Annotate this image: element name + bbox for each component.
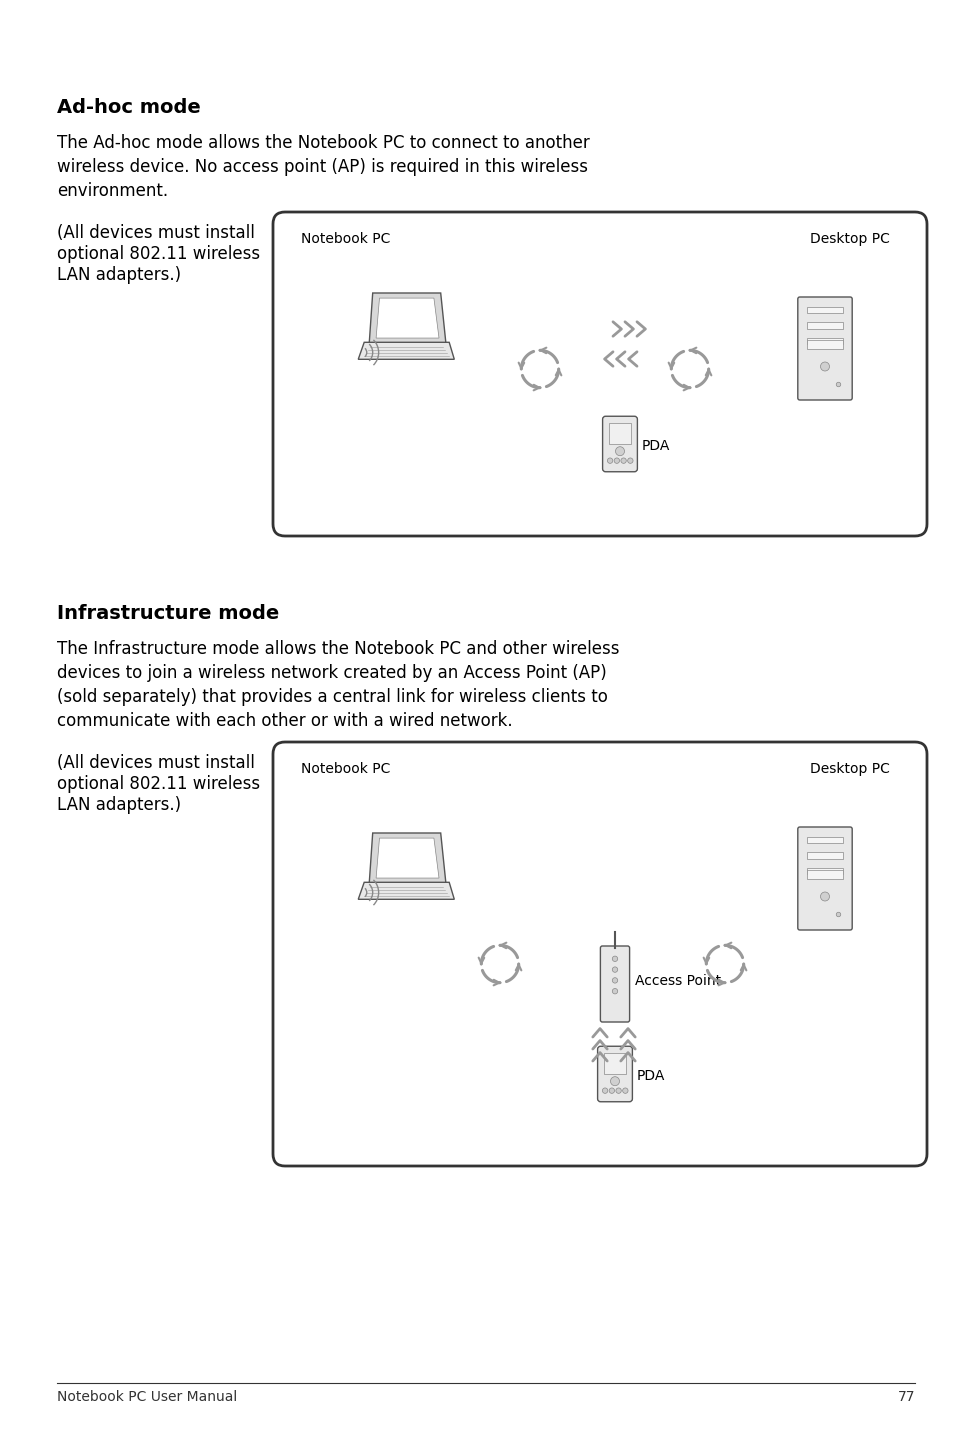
Polygon shape — [375, 838, 438, 879]
Text: Notebook PC: Notebook PC — [301, 762, 390, 777]
Text: environment.: environment. — [57, 183, 168, 200]
Bar — [806, 322, 842, 329]
Circle shape — [836, 912, 840, 917]
Circle shape — [627, 457, 633, 463]
Circle shape — [609, 1089, 614, 1093]
Circle shape — [615, 447, 624, 456]
Text: Access Point: Access Point — [635, 974, 720, 988]
Bar — [806, 837, 842, 844]
Polygon shape — [375, 298, 438, 338]
Circle shape — [610, 1077, 618, 1086]
Circle shape — [620, 457, 625, 463]
FancyBboxPatch shape — [273, 211, 926, 536]
FancyBboxPatch shape — [602, 416, 637, 472]
Text: Desktop PC: Desktop PC — [809, 232, 889, 246]
Text: The Infrastructure mode allows the Notebook PC and other wireless: The Infrastructure mode allows the Noteb… — [57, 640, 618, 659]
Circle shape — [616, 1089, 620, 1093]
FancyBboxPatch shape — [797, 827, 851, 930]
Bar — [603, 1053, 625, 1074]
Polygon shape — [369, 833, 445, 883]
Text: The Ad-hoc mode allows the Notebook PC to connect to another: The Ad-hoc mode allows the Notebook PC t… — [57, 134, 589, 152]
Text: (sold separately) that provides a central link for wireless clients to: (sold separately) that provides a centra… — [57, 687, 607, 706]
Bar — [806, 870, 842, 879]
Text: Notebook PC User Manual: Notebook PC User Manual — [57, 1391, 237, 1403]
Bar — [806, 338, 842, 344]
Text: Desktop PC: Desktop PC — [809, 762, 889, 777]
Circle shape — [612, 956, 617, 962]
Text: communicate with each other or with a wired network.: communicate with each other or with a wi… — [57, 712, 512, 731]
Polygon shape — [369, 293, 445, 342]
Circle shape — [612, 978, 617, 984]
Text: (All devices must install
optional 802.11 wireless
LAN adapters.): (All devices must install optional 802.1… — [57, 224, 260, 283]
Bar — [806, 308, 842, 313]
FancyBboxPatch shape — [597, 1047, 632, 1102]
Circle shape — [612, 988, 617, 994]
Text: (All devices must install
optional 802.11 wireless
LAN adapters.): (All devices must install optional 802.1… — [57, 754, 260, 814]
FancyBboxPatch shape — [599, 946, 629, 1022]
Text: devices to join a wireless network created by an Access Point (AP): devices to join a wireless network creat… — [57, 664, 606, 682]
Circle shape — [820, 892, 828, 902]
FancyBboxPatch shape — [273, 742, 926, 1166]
Text: Notebook PC: Notebook PC — [301, 232, 390, 246]
Polygon shape — [358, 883, 454, 899]
Text: wireless device. No access point (AP) is required in this wireless: wireless device. No access point (AP) is… — [57, 158, 587, 175]
Text: Infrastructure mode: Infrastructure mode — [57, 604, 279, 623]
Circle shape — [614, 457, 618, 463]
Bar — [806, 341, 842, 348]
Circle shape — [622, 1089, 627, 1093]
Bar — [806, 853, 842, 858]
Text: Ad-hoc mode: Ad-hoc mode — [57, 98, 200, 116]
Text: PDA: PDA — [641, 439, 670, 453]
Circle shape — [836, 383, 840, 387]
Circle shape — [820, 362, 828, 371]
Circle shape — [612, 966, 617, 972]
Text: PDA: PDA — [637, 1068, 664, 1083]
Circle shape — [607, 457, 612, 463]
Text: 77: 77 — [897, 1391, 914, 1403]
Bar — [806, 867, 842, 874]
Circle shape — [601, 1089, 607, 1093]
Bar — [609, 423, 630, 444]
FancyBboxPatch shape — [797, 298, 851, 400]
Polygon shape — [358, 342, 454, 360]
